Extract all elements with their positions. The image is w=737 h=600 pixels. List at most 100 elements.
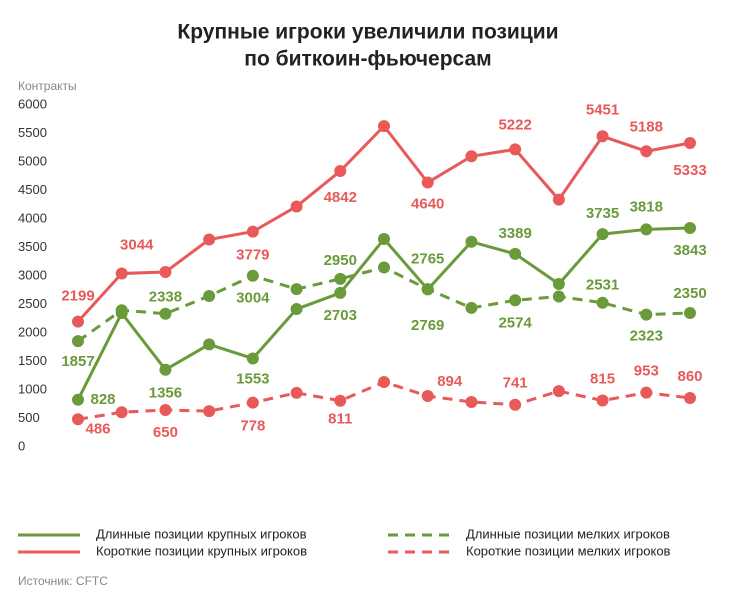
point (246, 352, 259, 365)
point (159, 307, 172, 320)
point (203, 233, 216, 246)
y-tick-label: 5500 (18, 125, 47, 140)
y-tick-label: 500 (18, 410, 40, 425)
point (552, 385, 565, 398)
point (552, 277, 565, 290)
point (684, 137, 696, 150)
point (509, 398, 522, 411)
value-label: 1857 (61, 353, 94, 370)
value-label: 2323 (630, 328, 663, 345)
y-tick-label: 4000 (18, 210, 47, 225)
point (378, 261, 390, 274)
point (465, 301, 478, 314)
value-label: 828 (90, 391, 115, 408)
point (246, 225, 259, 238)
point (640, 223, 653, 236)
point (290, 303, 303, 316)
point (159, 266, 172, 279)
point (421, 390, 434, 403)
value-label: 1553 (236, 370, 269, 387)
value-label: 5222 (498, 116, 531, 133)
y-tick-label: 2000 (18, 324, 47, 339)
value-label: 3389 (498, 225, 531, 242)
point (640, 308, 653, 321)
value-label: 3735 (586, 205, 619, 222)
point (640, 145, 653, 158)
point (72, 413, 84, 426)
value-label: 3779 (236, 247, 269, 264)
chart-title: Крупные игроки увеличили позиции (177, 21, 558, 44)
value-label: 486 (85, 420, 110, 437)
point (596, 296, 609, 309)
value-label: 2765 (411, 250, 444, 267)
point (334, 272, 347, 285)
point (246, 396, 259, 409)
point (378, 120, 390, 133)
y-tick-label: 1500 (18, 353, 47, 368)
point (421, 176, 434, 189)
y-tick-label: 3500 (18, 239, 47, 254)
value-label: 860 (677, 368, 702, 385)
point (465, 150, 478, 163)
y-axis-label: Контракты (18, 79, 77, 93)
legend-label: Длинные позиции крупных игроков (96, 526, 307, 541)
point (334, 165, 347, 178)
point (203, 405, 216, 418)
point (640, 386, 653, 399)
point (596, 228, 609, 241)
point (552, 193, 565, 206)
point (72, 393, 84, 406)
y-tick-label: 6000 (18, 96, 47, 111)
point (509, 294, 522, 307)
value-label: 894 (437, 373, 463, 390)
point (378, 376, 390, 389)
point (465, 395, 478, 408)
y-tick-label: 2500 (18, 296, 47, 311)
point (596, 394, 609, 407)
point (115, 406, 128, 419)
point (246, 269, 259, 282)
y-tick-label: 5000 (18, 153, 47, 168)
source: Источник: CFTC (18, 574, 108, 588)
value-label: 3818 (630, 198, 663, 215)
value-label: 2769 (411, 317, 444, 334)
point (115, 267, 128, 280)
value-label: 741 (503, 375, 528, 392)
point (552, 290, 565, 303)
chart-subtitle: по биткоин-фьючерсам (244, 48, 491, 71)
value-label: 815 (590, 371, 615, 388)
legend-label: Короткие позиции крупных игроков (96, 543, 307, 558)
point (203, 338, 216, 351)
y-tick-label: 3000 (18, 267, 47, 282)
point (421, 283, 434, 296)
value-label: 650 (153, 424, 178, 441)
point (159, 363, 172, 376)
point (290, 283, 303, 296)
value-label: 953 (634, 363, 659, 380)
value-label: 4842 (324, 189, 357, 206)
value-label: 5188 (630, 118, 663, 135)
y-tick-label: 0 (18, 438, 25, 453)
point (684, 307, 696, 320)
value-label: 2338 (149, 289, 182, 306)
value-label: 2574 (498, 314, 532, 331)
value-label: 2350 (673, 285, 706, 302)
point (290, 386, 303, 399)
y-tick-label: 1000 (18, 381, 47, 396)
value-label: 2531 (586, 277, 619, 294)
value-label: 3843 (673, 242, 706, 259)
value-label: 811 (328, 411, 352, 428)
value-label: 5333 (673, 162, 706, 179)
point (378, 233, 390, 246)
value-label: 778 (240, 418, 265, 435)
y-tick-label: 4500 (18, 182, 47, 197)
point (334, 394, 347, 407)
point (465, 235, 478, 248)
point (290, 200, 303, 213)
value-label: 2950 (324, 252, 357, 269)
point (72, 335, 84, 348)
point (684, 391, 696, 404)
point (509, 143, 522, 156)
value-label: 3004 (236, 290, 270, 307)
